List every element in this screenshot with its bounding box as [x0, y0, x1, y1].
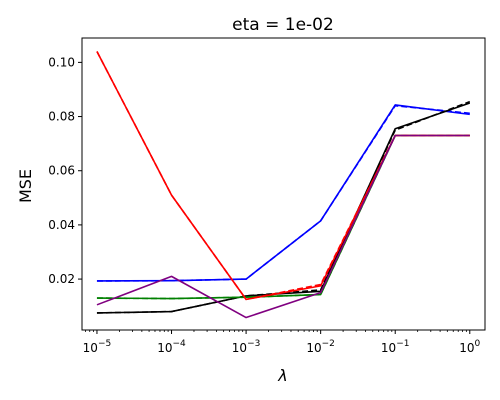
- x-tick-label-1: 10−5: [83, 339, 112, 355]
- series-line-1: [96, 104, 470, 282]
- plot-frame: [81, 37, 486, 331]
- chart-title: eta = 1e-02: [232, 15, 334, 35]
- series-line-7: [96, 51, 470, 301]
- series-line-2: [96, 104, 470, 282]
- y-tick-label-1: 0.02: [48, 272, 75, 286]
- x-tick-label-3: 10−3: [232, 339, 261, 355]
- x-tick-label-6: 100: [459, 339, 480, 355]
- x-tick-label-4: 10−2: [306, 339, 335, 355]
- y-tick-label-2: 0.04: [48, 218, 75, 232]
- y-tick-label-3: 0.06: [48, 164, 75, 178]
- series-line-9: [96, 134, 470, 319]
- series-line-4: [96, 100, 471, 314]
- y-tick-label-5: 0.10: [48, 55, 75, 69]
- series-layer: [96, 51, 471, 319]
- series-line-3: [96, 102, 471, 314]
- x-axis-title: λ: [277, 366, 287, 385]
- series-line-8: [96, 51, 470, 301]
- axes-layer: 10−5 10−4 10−3 10−2 10−1 100 0.02 0.04 0.06 0.08 0…: [48, 55, 480, 355]
- y-axis-title: MSE: [16, 169, 35, 203]
- x-tick-label-2: 10−4: [157, 339, 186, 355]
- x-tick-label-5: 10−1: [381, 339, 410, 355]
- y-tick-label-4: 0.08: [48, 110, 75, 124]
